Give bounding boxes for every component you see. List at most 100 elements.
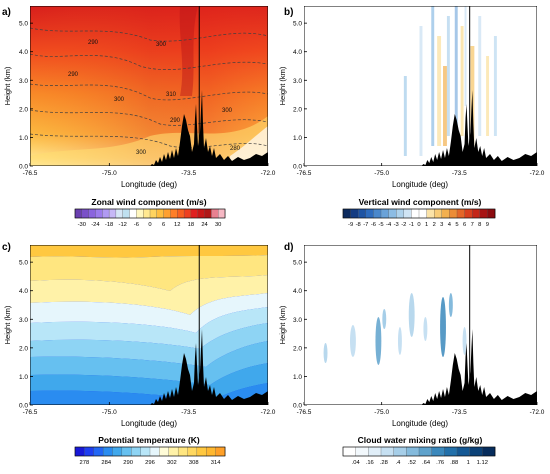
colorbar-tick-label: 2 — [433, 222, 436, 228]
colorbar-tick-label: -8 — [356, 222, 361, 228]
x-axis-label: Longitude (deg) — [392, 419, 448, 428]
colorbar-swatch — [396, 208, 405, 219]
y-tick-label: 3.0 — [293, 78, 302, 85]
colorbar-tick-label: -18 — [105, 222, 113, 228]
x-tick-label: -76.5 — [297, 409, 312, 416]
colorbar-tick-label: 18 — [188, 222, 194, 228]
panel-label: d) — [284, 242, 293, 253]
colorbar-swatch — [149, 446, 160, 457]
y-tick-label: 5.0 — [19, 21, 28, 28]
colorbar-tick-label: -5 — [378, 222, 383, 228]
colorbar-tick-label: 308 — [189, 460, 199, 466]
colorbar-swatch — [482, 446, 496, 457]
colorbar-tick-label: 7 — [471, 222, 474, 228]
colorbar-swatch — [426, 208, 435, 219]
contour-label: 300 — [114, 97, 125, 103]
colorbar-tick-label: -9 — [348, 222, 353, 228]
panel-c: c) 0.0 1.0 2.0 3.0 4.0 5.0 -76.5 -75.0 -73.5 -72… — [2, 242, 276, 466]
y-axis-label: Height (km) — [278, 66, 287, 105]
y-tick-label: 4.0 — [19, 49, 28, 56]
colorbar-tick-label: 314 — [211, 460, 221, 466]
colorbar-swatch — [115, 208, 124, 219]
plot-area-vertical — [304, 6, 537, 166]
y-axis: 0.0 1.0 2.0 3.0 4.0 5.0 — [293, 260, 307, 410]
colorbar-title: Zonal wind component (m/s) — [91, 197, 206, 207]
x-tick-label: -76.5 — [297, 170, 312, 177]
x-axis: -76.5 -75.0 -73.5 -72.0 — [297, 163, 545, 177]
y-tick-label: 0.0 — [19, 164, 28, 171]
colorbar-tick-label: 1.12 — [477, 460, 488, 466]
colorbar-swatch — [95, 208, 103, 219]
colorbar-tick-label: -4 — [386, 222, 392, 228]
x-tick-label: -75.0 — [102, 170, 117, 177]
colorbar-tick-label: 296 — [145, 460, 155, 466]
colorbar-tick-label: 5 — [455, 222, 458, 228]
x-tick-label: -75.0 — [374, 170, 389, 177]
colorbar-swatch — [102, 208, 110, 219]
colorbar-tick-label: 290 — [123, 460, 133, 466]
panel-label: c) — [2, 242, 11, 253]
colorbar-swatch — [204, 208, 212, 219]
colorbar-swatch — [197, 208, 205, 219]
colorbar-swatch — [211, 208, 219, 219]
x-tick-label: -72.0 — [530, 409, 545, 416]
colorbar-tick-label: -6 — [134, 222, 139, 228]
colorbar-swatch — [206, 446, 216, 457]
colorbar-swatch — [196, 446, 207, 457]
x-tick-label: -73.5 — [452, 409, 467, 416]
colorbar-tick-label: 0 — [417, 222, 420, 228]
colorbar-swatch — [434, 208, 443, 219]
x-tick-label: -72.0 — [261, 409, 276, 416]
y-axis-label: Height (km) — [278, 305, 287, 344]
contour-label: 300 — [222, 108, 233, 114]
colorbar-swatch — [187, 446, 198, 457]
colorbar-frame — [74, 446, 226, 457]
colorbar-swatch — [368, 446, 382, 457]
colorbar-frame — [74, 208, 226, 219]
y-tick-label: 1.0 — [293, 374, 302, 381]
colorbar-swatch — [472, 208, 481, 219]
jet-core — [179, 6, 198, 96]
y-tick-label: 4.0 — [293, 288, 302, 295]
panel-d: d) 0.0 1.0 2.0 3.0 4.0 5.0 -76.5 -75.0 -73.5 -72… — [278, 242, 545, 466]
colorbar-swatch — [143, 208, 151, 219]
x-axis: -76.5 -75.0 -73.5 -72.0 — [23, 163, 276, 177]
y-tick-label: 5.0 — [19, 260, 28, 267]
colorbar-swatch — [411, 208, 420, 219]
contour-label: 300 — [156, 42, 167, 48]
colorbar-swatch — [373, 208, 382, 219]
colorbar-swatch — [149, 208, 158, 219]
colorbar-swatch — [122, 208, 130, 219]
contour-label: 290 — [88, 40, 99, 46]
y-tick-label: 2.0 — [293, 106, 302, 113]
colorbar-swatch — [88, 208, 96, 219]
x-tick-label: -73.5 — [452, 170, 467, 177]
colorbar-tick-label: 278 — [80, 460, 90, 466]
y-tick-label: 3.0 — [19, 317, 28, 324]
x-axis-label: Longitude (deg) — [392, 180, 448, 189]
contour-label: 300 — [136, 150, 147, 156]
colorbar-swatch — [140, 446, 151, 457]
potential-temperature-field — [30, 245, 268, 405]
colorbar-swatch — [218, 208, 226, 219]
colorbar-swatch — [177, 208, 185, 219]
panel-label: a) — [2, 7, 11, 18]
colorbar-swatch — [74, 208, 83, 219]
colorbar-swatch — [342, 446, 357, 457]
colorbar-swatch — [403, 208, 412, 219]
colorbar-title: Vertical wind component (m/s) — [359, 197, 482, 207]
colorbar-swatch — [479, 208, 488, 219]
colorbar-swatch — [449, 208, 458, 219]
colorbar-swatch — [93, 446, 104, 457]
colorbar-title: Cloud water mixing ratio (g/kg) — [358, 435, 483, 445]
colorbar-swatch — [456, 446, 471, 457]
y-tick-label: 1.0 — [19, 374, 28, 381]
colorbar-tick-label: 284 — [101, 460, 111, 466]
colorbar-tick-label: 9 — [486, 222, 489, 228]
colorbar-swatch — [170, 208, 178, 219]
colorbar-swatch — [84, 446, 95, 457]
y-tick-label: 5.0 — [293, 21, 302, 28]
contour-label: 290 — [68, 72, 79, 78]
contour-labels: 290 300 290 300 310 300 290 300 280 — [68, 40, 241, 156]
colorbar-swatch — [183, 208, 192, 219]
